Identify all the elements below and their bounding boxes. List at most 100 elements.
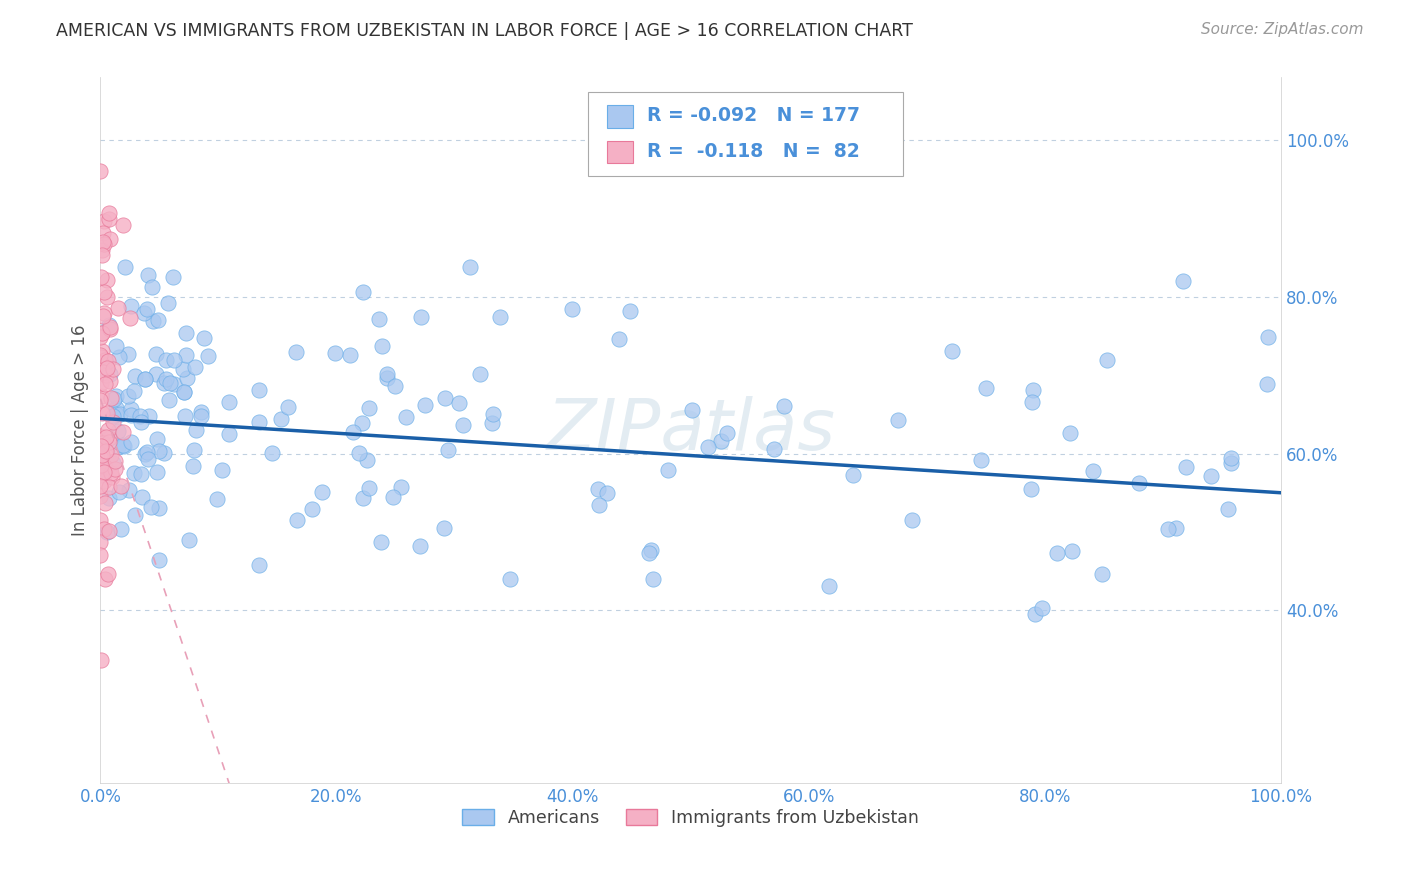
Point (93, 214, 115, 228)
Point (153, 446, 176, 460)
Point (1257, 330, 1279, 344)
Point (104, 454, 127, 468)
Point (434, 391, 457, 405)
Point (112, 439, 135, 453)
Point (111, 218, 134, 232)
Point (395, 409, 418, 424)
Point (681, 403, 703, 417)
Point (107, 440, 129, 454)
Point (247, 383, 270, 397)
Point (91, 310, 114, 324)
Point (111, 425, 134, 439)
Point (350, 416, 373, 430)
Point (97, 423, 120, 437)
Point (301, 502, 323, 516)
Point (89, 479, 111, 493)
Point (136, 444, 159, 458)
Point (98, 318, 121, 333)
Point (818, 579, 841, 593)
Point (93, 285, 115, 300)
Point (93, 306, 115, 320)
Point (1256, 377, 1278, 392)
Point (120, 310, 142, 325)
Point (120, 434, 142, 449)
Point (176, 371, 198, 385)
Point (89, 534, 111, 549)
Point (437, 443, 460, 458)
Point (1173, 273, 1195, 287)
Point (97, 566, 120, 581)
Point (89, 428, 111, 442)
Point (96, 407, 118, 421)
Point (98, 211, 121, 226)
Point (93, 361, 115, 376)
Point (134, 447, 156, 461)
Point (93, 235, 115, 250)
Point (97, 435, 120, 450)
Point (90, 435, 112, 450)
Point (94, 353, 117, 368)
Point (381, 490, 404, 504)
Point (619, 303, 641, 318)
Point (1201, 468, 1223, 483)
Text: R =  -0.118   N =  82: R = -0.118 N = 82 (647, 142, 859, 161)
Point (100, 391, 122, 405)
Point (375, 368, 398, 382)
Point (90, 351, 112, 365)
Point (183, 442, 205, 457)
Point (93, 465, 115, 479)
Point (174, 326, 197, 340)
Point (91, 365, 114, 379)
Point (107, 424, 129, 438)
Point (974, 381, 997, 395)
Point (148, 553, 170, 567)
Point (89, 459, 111, 474)
Point (173, 385, 195, 400)
Point (1091, 566, 1114, 581)
Point (1045, 547, 1067, 561)
Point (91, 243, 114, 257)
Point (90, 439, 112, 453)
Point (1219, 450, 1241, 465)
Point (94, 430, 117, 444)
Point (93, 237, 115, 252)
Point (413, 398, 436, 412)
Point (155, 372, 177, 386)
Point (339, 348, 361, 362)
Point (172, 362, 194, 376)
Point (129, 415, 152, 429)
Point (184, 423, 207, 437)
Point (107, 301, 129, 315)
Point (173, 385, 195, 400)
Point (163, 353, 186, 368)
Point (89, 490, 111, 504)
Point (98, 368, 121, 382)
Point (285, 344, 308, 359)
Point (352, 285, 374, 299)
Point (146, 432, 169, 446)
Point (91, 436, 114, 450)
Point (108, 485, 131, 500)
Point (96, 273, 118, 287)
Point (103, 415, 125, 429)
Point (375, 370, 398, 384)
Point (197, 349, 219, 363)
Point (157, 393, 180, 408)
Point (163, 376, 186, 391)
Point (129, 467, 152, 481)
Point (1024, 607, 1046, 622)
Point (136, 268, 159, 282)
Point (409, 310, 432, 324)
Point (98, 524, 121, 538)
Point (97, 353, 120, 368)
Point (193, 331, 215, 345)
Point (156, 296, 179, 310)
Point (1059, 426, 1081, 441)
Point (89, 393, 111, 408)
Point (103, 456, 125, 470)
Point (91, 406, 114, 420)
Point (447, 396, 470, 410)
Point (488, 310, 510, 324)
Point (110, 479, 132, 493)
Point (96, 360, 118, 375)
